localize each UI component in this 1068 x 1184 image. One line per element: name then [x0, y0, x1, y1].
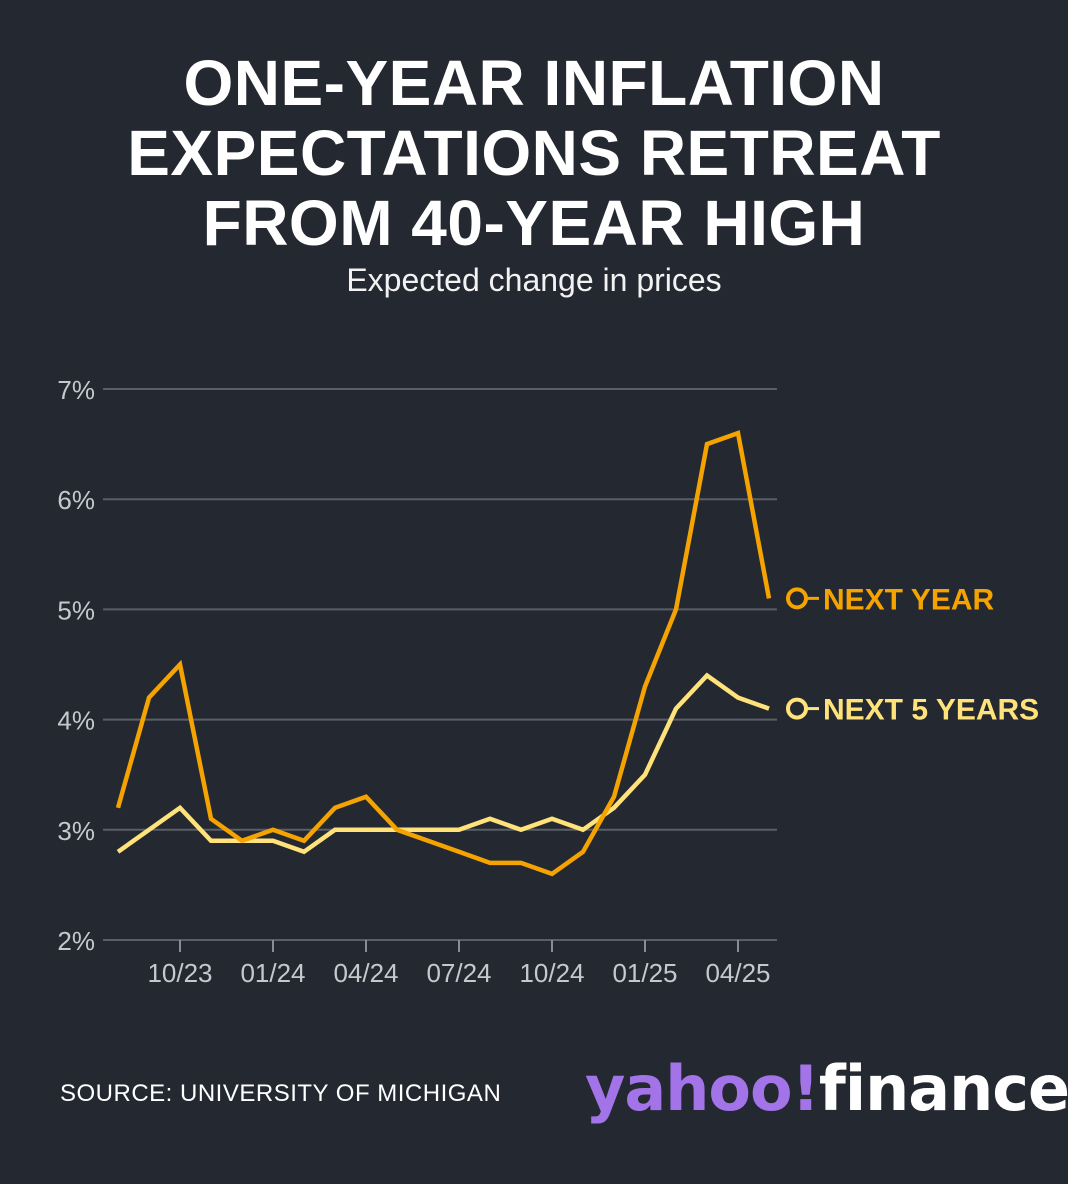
y-tick-label: 5%	[57, 595, 95, 625]
series-label-next-5-years: NEXT 5 YEARS	[823, 694, 1039, 727]
logo-yahoo: yahoo	[585, 1052, 793, 1125]
x-tick-label: 04/25	[705, 958, 770, 988]
y-tick-label: 3%	[57, 816, 95, 846]
logo-bang: !	[791, 1052, 820, 1125]
x-tick-label: 10/24	[519, 958, 584, 988]
x-tick-label: 01/24	[240, 958, 305, 988]
title-line-2: EXPECTATIONS RETREAT	[127, 117, 941, 189]
y-tick-label: 4%	[57, 706, 95, 736]
title-line-3: FROM 40-YEAR HIGH	[202, 187, 866, 259]
yahoo-finance-logo: yahoo!finance	[585, 1052, 1068, 1125]
source-note: SOURCE: UNIVERSITY OF MICHIGAN	[60, 1080, 502, 1107]
title-line-1: ONE-YEAR INFLATION	[183, 47, 885, 119]
x-tick-label: 01/25	[612, 958, 677, 988]
end-marker-next-year	[786, 587, 808, 610]
x-tick-label: 07/24	[426, 958, 491, 988]
x-tick-label: 10/23	[147, 958, 212, 988]
chart-subtitle: Expected change in prices	[346, 262, 722, 298]
series-label-next-year: NEXT YEAR	[823, 583, 994, 616]
chart-title: ONE-YEAR INFLATION EXPECTATIONS RETREAT …	[0, 48, 1068, 258]
end-marker-next-5-years	[786, 697, 808, 720]
y-tick-label: 2%	[57, 926, 95, 956]
x-tick-label: 04/24	[333, 958, 398, 988]
y-tick-label: 7%	[57, 375, 95, 405]
y-tick-label: 6%	[57, 485, 95, 515]
series-line-next-year	[115, 430, 772, 877]
logo-finance: finance	[818, 1052, 1068, 1125]
series-line-next-5-years	[116, 672, 770, 855]
